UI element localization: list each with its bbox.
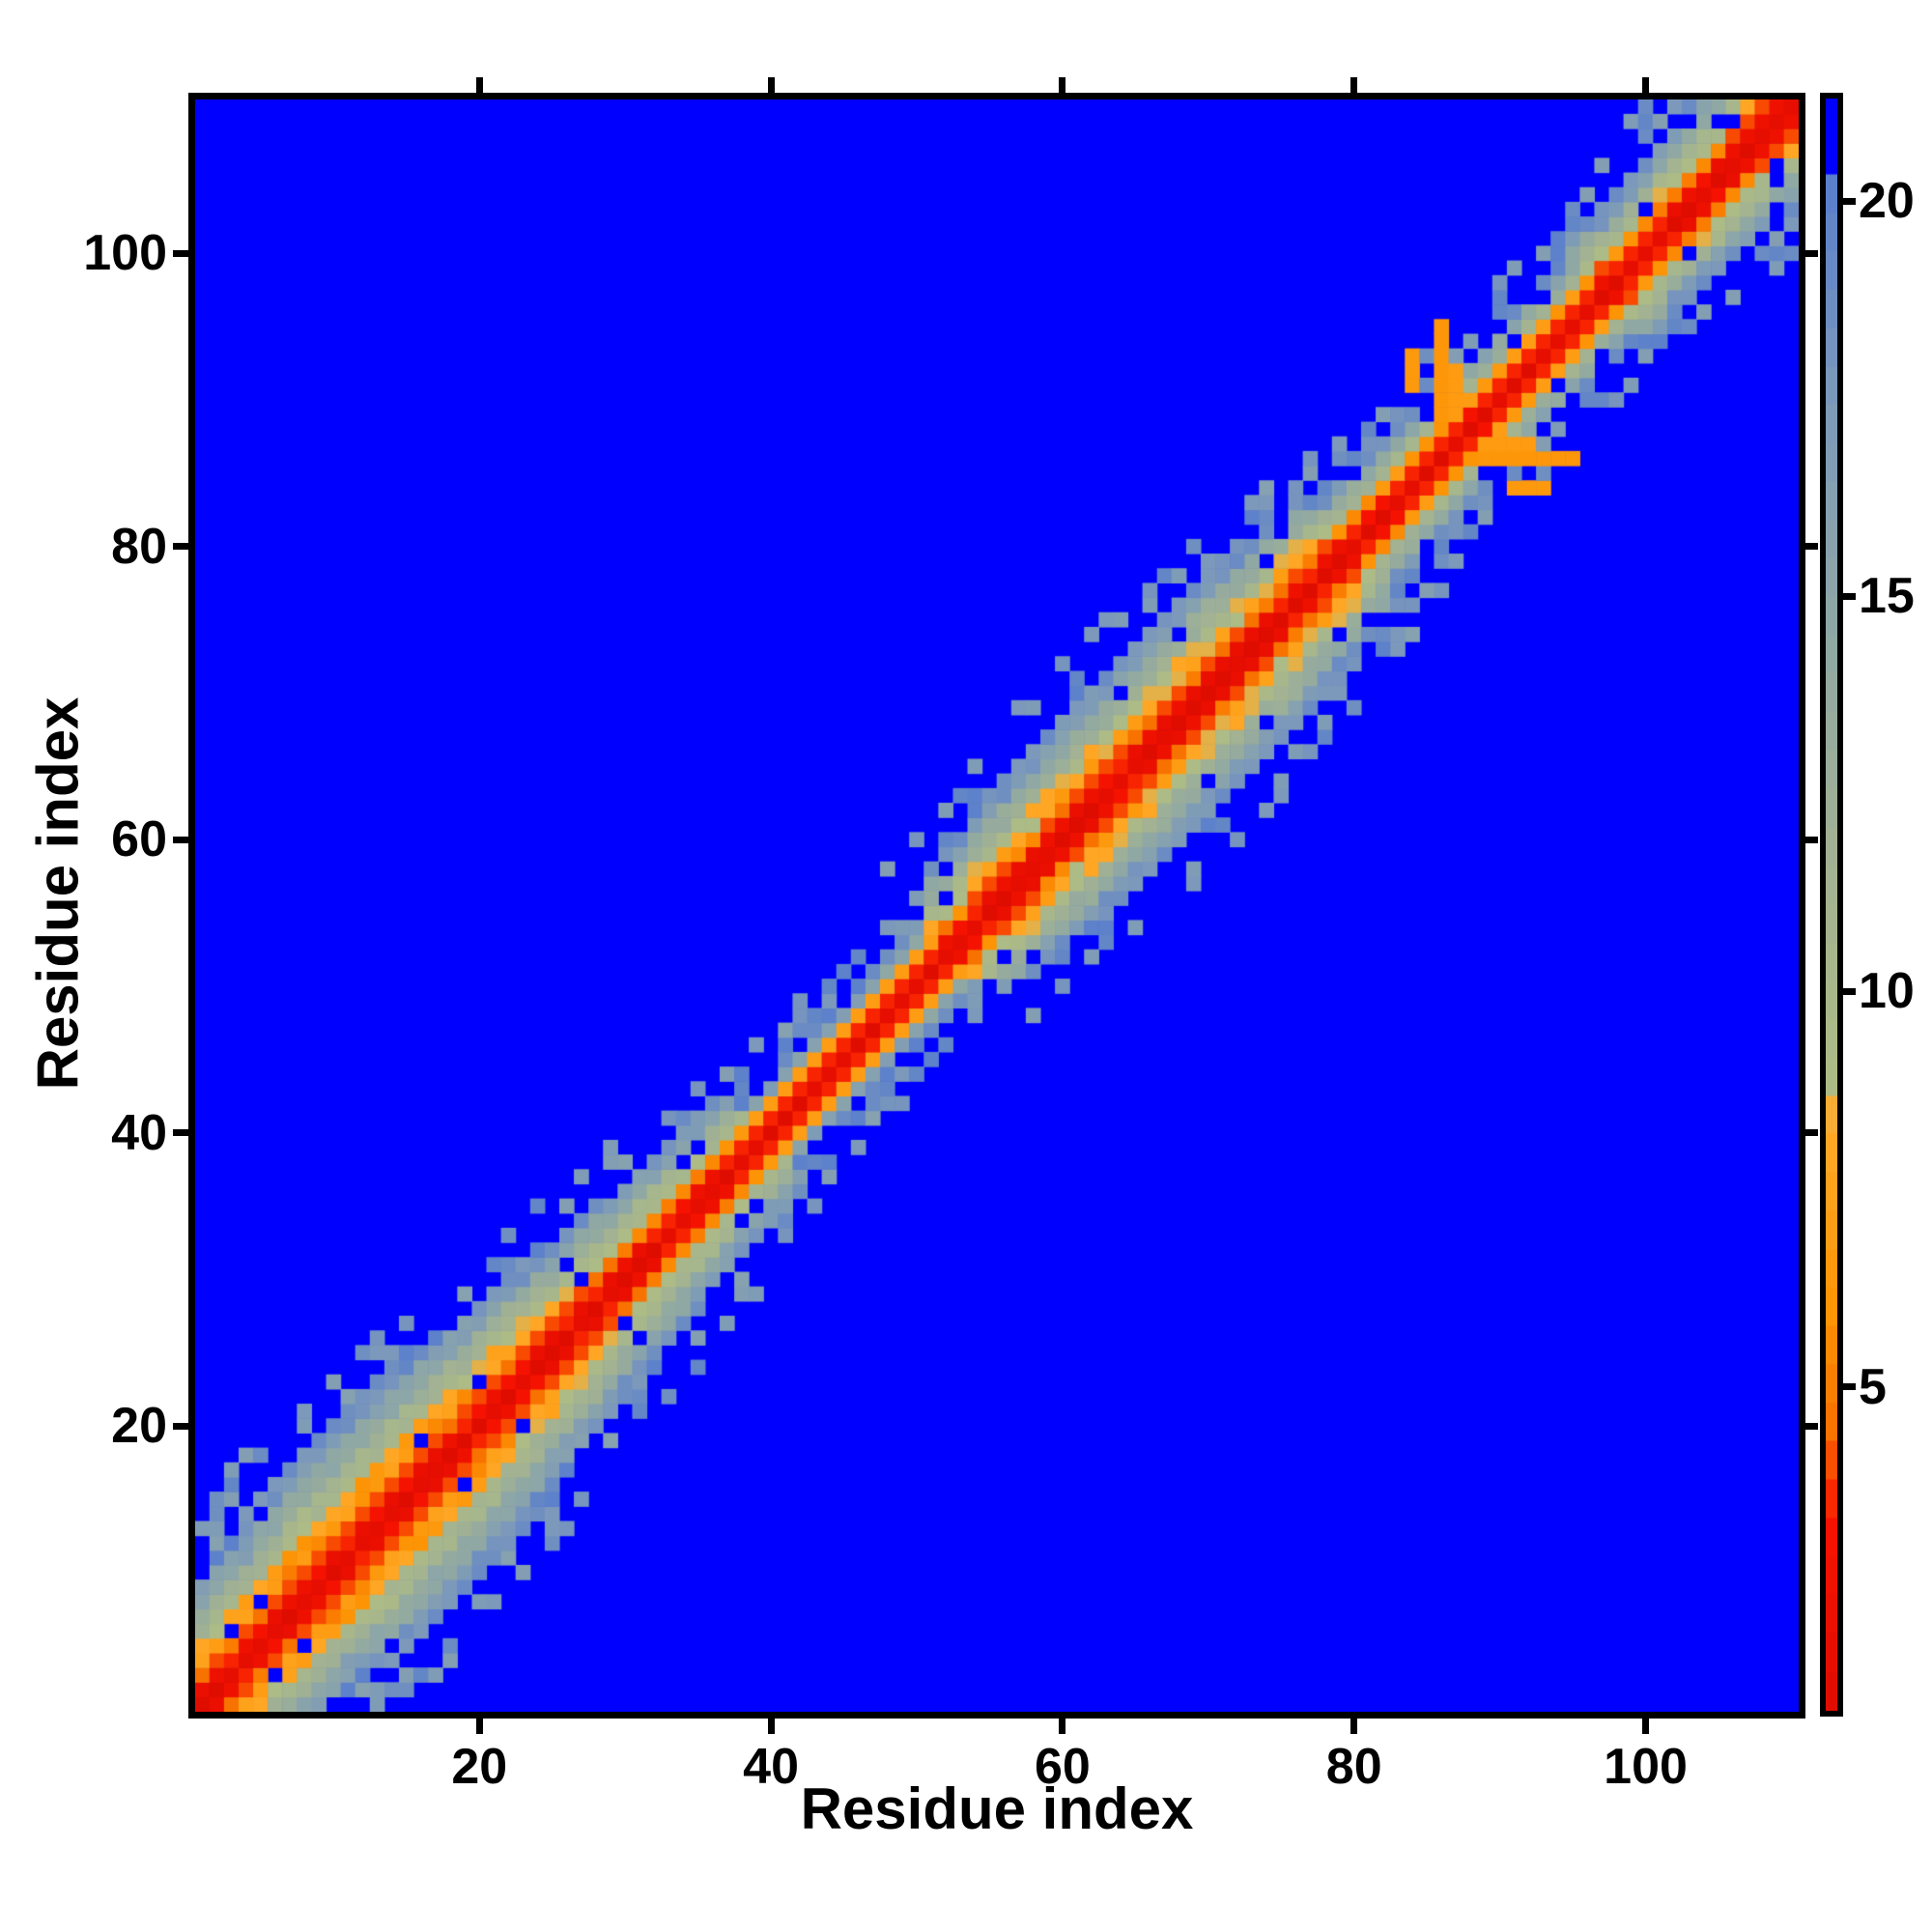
y-tick-label: 100 <box>83 225 167 282</box>
heatmap-canvas <box>195 99 1799 1712</box>
colorbar-tick-label: 20 <box>1859 173 1915 230</box>
colorbar-tick-label: 10 <box>1859 963 1915 1020</box>
x-tick-label: 100 <box>1604 1739 1688 1795</box>
plot-border <box>188 93 1805 1719</box>
tick-mark <box>173 1422 188 1430</box>
colorbar-tick-label: 5 <box>1859 1358 1887 1415</box>
tick-mark <box>1059 1719 1066 1734</box>
colorbar-tick-label: 15 <box>1859 568 1915 625</box>
x-axis-label: Residue index <box>800 1776 1194 1841</box>
y-tick-label: 40 <box>111 1104 167 1161</box>
tick-mark <box>1350 77 1358 93</box>
tick-mark <box>173 249 188 257</box>
tick-mark <box>475 77 483 93</box>
tick-mark <box>767 77 775 93</box>
tick-mark <box>173 836 188 843</box>
tick-mark <box>1805 1129 1818 1137</box>
tick-mark <box>1805 249 1818 257</box>
tick-mark <box>1805 543 1818 551</box>
tick-mark <box>173 1129 188 1137</box>
x-tick-label: 60 <box>1034 1739 1091 1795</box>
tick-mark <box>1642 1719 1650 1734</box>
y-axis-label: Residue index <box>25 696 91 1091</box>
tick-mark <box>1059 77 1066 93</box>
y-tick-label: 60 <box>111 811 167 868</box>
tick-mark <box>1642 77 1650 93</box>
colorbar-border <box>1820 93 1843 1717</box>
y-tick-label: 20 <box>111 1398 167 1455</box>
tick-mark <box>1843 197 1856 205</box>
tick-mark <box>1805 1422 1818 1430</box>
tick-mark <box>1805 836 1818 843</box>
tick-mark <box>173 543 188 551</box>
tick-mark <box>1350 1719 1358 1734</box>
tick-mark <box>475 1719 483 1734</box>
colorbar-canvas <box>1826 99 1837 1711</box>
tick-mark <box>767 1719 775 1734</box>
tick-mark <box>1843 1383 1856 1391</box>
x-tick-label: 40 <box>743 1739 799 1795</box>
y-tick-label: 80 <box>111 518 167 575</box>
tick-mark <box>1843 987 1856 995</box>
x-tick-label: 80 <box>1325 1739 1382 1795</box>
x-tick-label: 20 <box>451 1739 508 1795</box>
tick-mark <box>1843 592 1856 600</box>
